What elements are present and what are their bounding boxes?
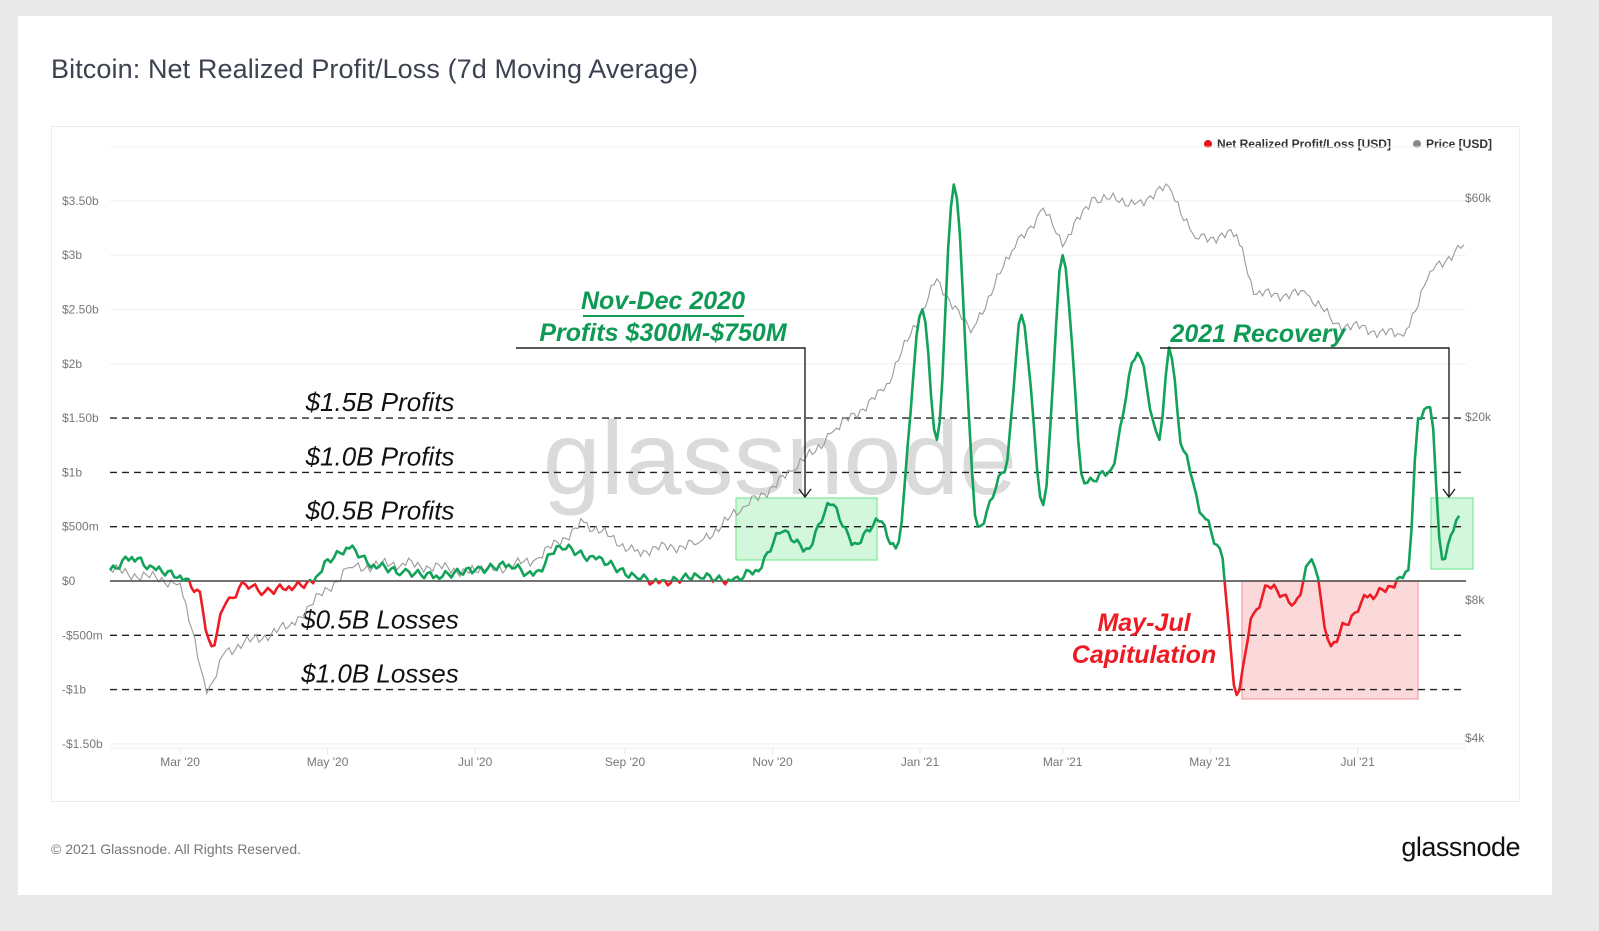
recovery-arrow <box>1160 347 1450 497</box>
loss-segment <box>647 580 655 586</box>
profit-segment <box>712 574 724 583</box>
y-tick-label: -$500m <box>62 628 103 642</box>
loss-segment <box>188 579 310 648</box>
profit-segment <box>726 183 1226 583</box>
loss-segment <box>721 580 729 586</box>
level-label: $0.5B Profits <box>305 496 455 526</box>
gridlines <box>110 146 1466 749</box>
loss-segment <box>711 579 715 583</box>
y-tick-label: $1b <box>62 465 82 479</box>
level-label: $1.0B Losses <box>300 659 459 689</box>
profit-segment <box>1395 405 1461 582</box>
x-tick-label: Jan '21 <box>901 755 940 769</box>
y-tick-label: $500m <box>62 520 99 534</box>
level-label: $0.5B Losses <box>300 604 459 634</box>
legend-dot-gray-icon <box>1412 140 1421 148</box>
y-tick-label: -$1.50b <box>62 737 103 751</box>
y-tick-label: $2.50b <box>62 303 99 317</box>
y2-tick-label: $60k <box>1465 191 1492 205</box>
loss-segment <box>1317 580 1398 648</box>
y-tick-label: $3b <box>62 248 82 262</box>
nov-dec-arrow <box>516 347 806 497</box>
nov-dec-subtitle: Profits $300M-$750M <box>539 319 788 347</box>
y-tick-label: $0 <box>62 574 76 588</box>
y-axis-right: $60k $20k $8k $4k <box>1465 191 1492 745</box>
plot-frame <box>51 126 1520 802</box>
profit-segment <box>670 575 680 582</box>
x-axis: Mar '20 May '20 Jul '20 Sep '20 Nov '20 Jan '… <box>160 748 1375 769</box>
y-tick-label: $1.50b <box>62 411 99 425</box>
y2-tick-label: $4k <box>1465 731 1485 745</box>
x-tick-label: Nov '20 <box>752 755 793 769</box>
x-tick-label: May '21 <box>1189 755 1231 769</box>
capitulation-box <box>1241 580 1419 700</box>
profit-segment <box>660 579 667 582</box>
legend-dot-red-icon <box>1203 140 1212 148</box>
loss-segment <box>664 580 673 587</box>
profit-segment <box>679 572 714 582</box>
y-tick-label: $3.50b <box>62 194 99 208</box>
loss-segment <box>656 580 663 585</box>
footer-copyright: © 2021 Glassnode. All Rights Reserved. <box>51 841 302 857</box>
profit-segment <box>653 577 659 582</box>
profit-segment <box>108 555 191 582</box>
net-realized-pnl-line <box>108 183 1461 697</box>
chart-title: Bitcoin: Net Realized Profit/Loss (7d Mo… <box>51 54 699 84</box>
loss-segment <box>1223 580 1305 697</box>
x-tick-label: May '20 <box>307 755 349 769</box>
x-tick-label: Mar '21 <box>1043 755 1083 769</box>
may-jul-title: May-Jul <box>1097 609 1191 637</box>
y-tick-label: $2b <box>62 357 82 371</box>
y2-tick-label: $20k <box>1465 410 1492 424</box>
annotations: Nov-Dec 2020 Profits $300M-$750M 2021 Reco… <box>516 287 1456 669</box>
y-tick-label: -$1b <box>62 683 86 697</box>
y2-tick-label: $8k <box>1465 593 1485 607</box>
y-axis-left: $3.50b $3b $2.50b $2b $1.50b $1b $500m $0 -$500m… <box>62 194 103 751</box>
x-tick-label: Jul '21 <box>1340 755 1375 769</box>
highlight-boxes <box>735 497 1474 700</box>
profit-segment <box>307 578 312 583</box>
x-tick-label: Sep '20 <box>605 755 646 769</box>
chart-svg: $3.50b $3b $2.50b $2b $1.50b $1b $500m $0 -$500m… <box>62 146 1492 769</box>
loss-segment <box>677 580 682 584</box>
profit-segment <box>1302 558 1320 582</box>
arrow-head-icon <box>1442 488 1456 499</box>
level-lines: $1.5B Profits $1.0B Profits $0.5B Profits $… <box>110 387 1466 691</box>
nov-dec-box <box>735 497 878 561</box>
loss-segment <box>310 580 316 585</box>
glassnode-logo[interactable]: glassnode <box>1401 832 1520 862</box>
x-tick-label: Mar '20 <box>160 755 200 769</box>
recovery-label: 2021 Recovery <box>1169 320 1346 348</box>
x-tick-label: Jul '20 <box>458 755 493 769</box>
arrow-head-icon <box>798 488 812 499</box>
profit-segment <box>312 543 650 582</box>
may-jul-subtitle: Capitulation <box>1072 641 1216 669</box>
level-label: $1.5B Profits <box>305 387 455 417</box>
nov-dec-title: Nov-Dec 2020 <box>581 287 745 315</box>
level-label: $1.0B Profits <box>305 441 455 471</box>
